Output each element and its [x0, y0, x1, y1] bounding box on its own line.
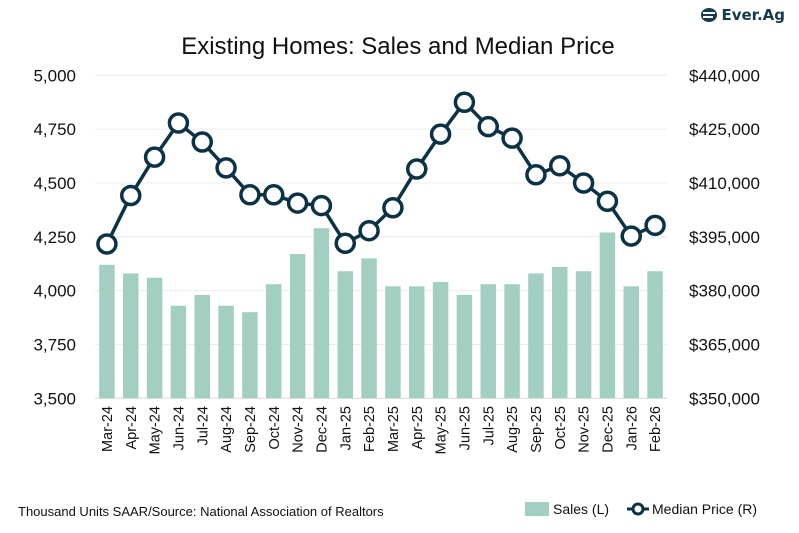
chart-title: Existing Homes: Sales and Median Price: [181, 33, 615, 60]
point-median-price: [215, 157, 237, 179]
ever-ag-logo: Ever.Ag: [700, 6, 785, 24]
bar-sales: [170, 305, 187, 399]
point-median-price: [382, 196, 404, 219]
point-median-price: [120, 184, 142, 207]
point-median-price: [358, 219, 380, 242]
x-tick-label: Jul-25: [481, 406, 497, 446]
x-tick-label: Aug-24: [219, 406, 235, 453]
point-median-price: [525, 163, 547, 186]
x-tick-label: Apr-25: [410, 406, 426, 450]
x-tick-label: Apr-24: [124, 406, 140, 450]
y-right-tick-label: $440,000: [689, 66, 760, 85]
x-tick-label: Jan-26: [624, 406, 640, 450]
x-tick-label: Oct-25: [553, 406, 569, 450]
ever-ag-logo-icon: [701, 8, 718, 22]
x-tick-label: Dec-24: [314, 406, 330, 453]
bar-sales: [99, 264, 115, 399]
point-median-price: [96, 233, 118, 255]
legend-sales-swatch: [525, 502, 549, 516]
bar-sales: [385, 286, 401, 399]
bar-sales: [504, 284, 520, 399]
bar-sales: [361, 258, 377, 399]
legend-price-marker: [631, 502, 645, 516]
x-tick-label: Nov-24: [291, 406, 307, 453]
bar-sales: [337, 271, 353, 399]
x-tick-label: Sep-25: [529, 406, 545, 453]
bar-sales: [146, 277, 163, 399]
logo-text: Ever.Ag: [721, 6, 785, 24]
bar-sales: [194, 294, 210, 399]
footnote: Thousand Units SAAR/Source: National Ass…: [18, 504, 384, 519]
y-right-tick-label: $395,000: [689, 228, 760, 247]
bar-sales: [575, 271, 592, 399]
y-left-tick-label: 4,250: [33, 228, 76, 247]
x-tick-label: Jun-24: [171, 406, 187, 450]
bar-sales: [599, 232, 616, 399]
x-tick-label: Jul-24: [195, 406, 211, 446]
x-tick-label: Aug-25: [505, 406, 521, 453]
y-right-tick-label: $410,000: [689, 174, 760, 193]
point-median-price: [549, 154, 571, 177]
bar-sales: [647, 271, 663, 399]
x-tick-label: Nov-25: [577, 406, 593, 453]
point-median-price: [501, 127, 523, 149]
point-median-price: [143, 146, 166, 168]
point-median-price: [596, 190, 619, 213]
x-tick-label: May-24: [148, 406, 164, 454]
point-median-price: [572, 172, 595, 194]
point-median-price: [644, 214, 666, 237]
legend-price-label: Median Price (R): [652, 501, 757, 517]
y-right-tick-label: $425,000: [689, 120, 760, 139]
y-left-tick-label: 4,000: [33, 282, 76, 301]
point-median-price: [477, 115, 499, 138]
point-median-price: [310, 194, 333, 217]
bar-sales: [313, 228, 330, 399]
bar-sales: [456, 294, 473, 399]
bar-sales: [123, 273, 139, 399]
x-tick-label: Sep-24: [243, 406, 259, 453]
bar-sales: [218, 305, 234, 399]
point-median-price: [167, 112, 190, 134]
y-right-tick-label: $380,000: [689, 282, 760, 301]
bar-sales: [552, 266, 568, 399]
point-median-price: [334, 232, 356, 255]
x-tick-label: Jun-25: [457, 406, 473, 450]
point-median-price: [239, 184, 261, 206]
y-left-tick-label: 3,500: [33, 389, 76, 408]
x-tick-label: May-25: [434, 406, 450, 454]
x-tick-label: Mar-25: [386, 406, 402, 452]
y-right-tick-label: $365,000: [689, 335, 760, 354]
bar-sales: [266, 284, 282, 399]
point-median-price: [191, 131, 213, 153]
bar-sales: [242, 312, 258, 399]
bar-sales: [480, 284, 496, 399]
x-tick-label: Feb-25: [362, 406, 378, 452]
bar-sales: [289, 254, 306, 399]
y-left-tick-label: 5,000: [33, 66, 76, 85]
bar-sales: [623, 286, 639, 399]
point-median-price: [620, 225, 642, 247]
point-median-price: [453, 91, 476, 113]
bar-sales: [432, 282, 449, 399]
bar-sales: [528, 273, 544, 399]
x-tick-label: Dec-25: [600, 406, 616, 453]
point-median-price: [286, 192, 309, 214]
x-tick-label: Mar-24: [100, 406, 116, 452]
bar-sales: [409, 286, 425, 399]
point-median-price: [263, 184, 285, 206]
y-left-tick-label: 3,750: [33, 335, 76, 354]
x-tick-label: Jan-25: [338, 406, 354, 450]
legend-sales-label: Sales (L): [553, 501, 609, 517]
y-right-tick-label: $350,000: [689, 389, 760, 408]
x-tick-label: Oct-24: [267, 406, 283, 450]
point-median-price: [406, 158, 428, 180]
x-tick-label: Feb-26: [648, 406, 664, 452]
y-left-tick-label: 4,500: [33, 174, 76, 193]
y-left-tick-label: 4,750: [33, 120, 76, 139]
point-median-price: [429, 123, 452, 145]
legend: Sales (L) Median Price (R): [525, 501, 757, 517]
